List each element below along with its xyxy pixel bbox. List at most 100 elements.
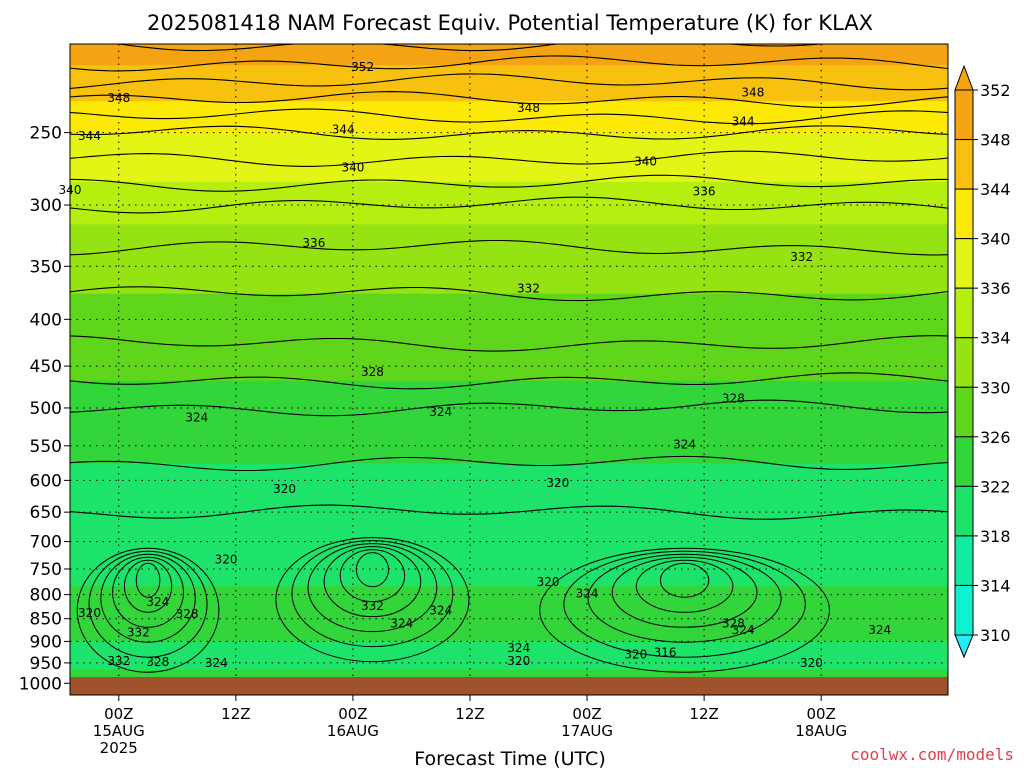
theta-band — [70, 492, 948, 496]
theta-band — [70, 373, 948, 379]
theta-band — [70, 285, 948, 291]
theta-band — [70, 517, 948, 521]
contour-label: 320 — [546, 476, 569, 490]
contour-label: 348 — [517, 101, 540, 115]
theta-band — [70, 176, 948, 183]
contour-label: 332 — [517, 281, 540, 295]
theta-band — [70, 244, 948, 250]
theta-band — [70, 192, 948, 199]
theta-band — [70, 446, 948, 450]
theta-band — [70, 651, 948, 654]
theta-band — [70, 410, 948, 415]
theta-band — [70, 510, 948, 514]
colorbar-tick-label: 344 — [980, 180, 1011, 199]
theta-band — [70, 653, 948, 656]
theta-band — [70, 34, 948, 43]
theta-band — [70, 554, 948, 558]
theta-band — [70, 644, 948, 647]
theta-band — [70, 600, 948, 603]
plume-contour — [123, 559, 173, 613]
theta-band — [70, 474, 948, 478]
theta-band — [70, 87, 948, 95]
theta-band — [70, 592, 948, 595]
colorbar-swatch — [954, 584, 974, 636]
theta-band — [70, 575, 948, 579]
plume-contour — [112, 556, 184, 628]
theta-band — [70, 647, 948, 651]
contour-line — [70, 455, 948, 472]
theta-band — [70, 628, 948, 631]
colorbar: 352 348 344 340 336 334 330 326 322 318 314 310 — [954, 64, 1011, 659]
theta-band — [70, 547, 948, 551]
colorbar-swatch — [954, 89, 974, 141]
theta-band — [70, 615, 948, 618]
theta-band — [70, 170, 948, 177]
y-tick-labels: 2503003504004505005506006507007508008509… — [19, 124, 70, 694]
theta-band — [70, 164, 948, 172]
theta-band — [70, 397, 948, 402]
colorbar-tick-label: 310 — [980, 626, 1011, 645]
theta-band — [70, 545, 948, 549]
theta-band — [70, 140, 948, 148]
theta-band — [70, 387, 948, 392]
theta-band — [70, 370, 948, 375]
y-tick-label: 800 — [30, 586, 62, 606]
theta-band — [70, 582, 948, 585]
theta-band — [70, 352, 948, 357]
y-tick-label: 250 — [30, 124, 62, 144]
x-tick-label: 00Z — [806, 705, 835, 723]
colorbar-swatch — [954, 436, 974, 487]
theta-band — [70, 377, 948, 382]
theta-band — [70, 94, 948, 102]
theta-band — [70, 413, 948, 418]
colorbar-swatch — [954, 188, 974, 240]
theta-band — [70, 437, 948, 442]
theta-band — [70, 271, 948, 277]
contour-label: 324 — [732, 623, 755, 637]
y-tick-label: 850 — [30, 610, 62, 630]
contour-label: 324 — [576, 587, 599, 601]
theta-band — [70, 234, 948, 240]
theta-band — [70, 639, 948, 642]
theta-band — [70, 673, 948, 676]
theta-band — [70, 460, 948, 465]
colorbar-tick-label: 318 — [980, 527, 1011, 546]
plume-contour — [100, 553, 196, 643]
theta-band — [70, 524, 948, 528]
x-tick-label: 15AUG — [93, 722, 145, 740]
theta-band — [70, 134, 948, 142]
theta-band — [70, 571, 948, 575]
theta-band — [70, 466, 948, 470]
theta-band — [70, 229, 948, 235]
theta-band — [70, 669, 948, 673]
theta-band — [70, 622, 948, 626]
colorbar-tick-label: 314 — [980, 576, 1011, 595]
theta-band — [70, 507, 948, 511]
theta-band — [70, 663, 948, 666]
chart-title: 2025081418 NAM Forecast Equiv. Potential… — [147, 11, 873, 35]
theta-band — [70, 698, 948, 700]
theta-band — [70, 198, 948, 205]
theta-band — [70, 563, 948, 566]
theta-band — [70, 659, 948, 663]
theta-band — [70, 565, 948, 569]
theta-band — [70, 579, 948, 583]
contour-label: 344 — [78, 129, 101, 143]
contour-line — [70, 335, 948, 352]
contour-line — [70, 55, 948, 72]
theta-band — [70, 527, 948, 531]
contour-label: 348 — [107, 91, 130, 105]
contour-label: 324 — [429, 405, 452, 419]
x-tick-label: 12Z — [221, 705, 250, 723]
theta-band — [70, 72, 948, 81]
theta-band — [70, 656, 948, 659]
theta-band — [70, 642, 948, 646]
plot-frame — [69, 43, 949, 696]
theta-band — [70, 477, 948, 481]
contour-line — [70, 108, 948, 125]
plume-contour — [76, 547, 220, 673]
theta-band — [70, 297, 948, 303]
contour-line — [70, 286, 948, 302]
y-tick-label: 400 — [30, 310, 62, 330]
contour-label: 320 — [624, 647, 647, 661]
